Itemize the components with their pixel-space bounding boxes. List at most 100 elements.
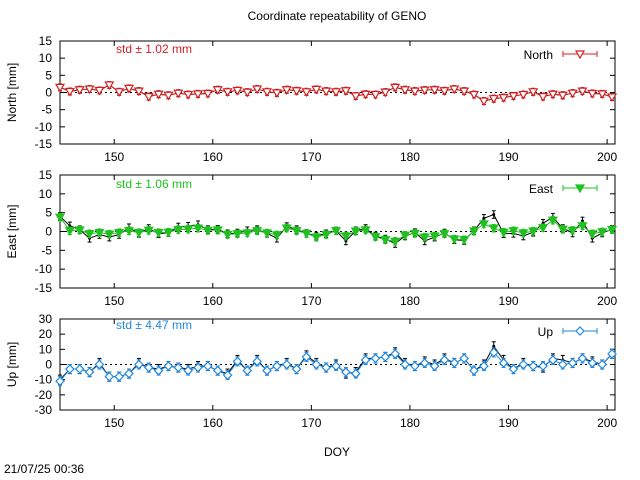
up-point: [410, 361, 420, 371]
north-point: [508, 92, 519, 102]
north-point: [183, 90, 194, 100]
north-point: [390, 83, 401, 93]
up-point: [587, 358, 598, 368]
east-point: [498, 228, 509, 238]
x-tick-label: 200: [597, 150, 617, 164]
y-tick-label: 15: [39, 34, 53, 48]
north-point: [54, 83, 66, 93]
east-point: [114, 229, 125, 238]
east-point: [597, 228, 608, 238]
north-point: [114, 88, 125, 98]
north-point: [557, 91, 568, 101]
y-tick-label: -5: [41, 243, 52, 257]
east-point: [291, 227, 302, 236]
y-tick-label: 10: [39, 51, 53, 65]
east-point: [449, 235, 460, 245]
up-point: [281, 359, 292, 370]
up-point: [380, 352, 391, 362]
east-point: [242, 229, 253, 239]
legend-label: East: [529, 182, 554, 196]
up-point: [508, 364, 519, 374]
north-point: [301, 88, 312, 98]
panel-north: 15 10 5 0 -5 -10 -15 150 160 170 180 190 200 North [m…: [5, 34, 617, 164]
up-point: [212, 365, 223, 376]
up-point: [153, 365, 164, 376]
y-axis-label: East [mm]: [5, 204, 19, 258]
north-point: [528, 88, 539, 98]
east-point: [567, 226, 578, 236]
x-tick-label: 200: [597, 294, 617, 308]
up-point: [548, 355, 558, 365]
north-point: [242, 88, 253, 98]
x-tick-label: 150: [104, 416, 124, 430]
east-point: [557, 225, 568, 235]
north-point: [94, 86, 105, 96]
x-axis-label: DOY: [324, 445, 350, 459]
x-tick-label: 180: [400, 294, 420, 308]
up-point: [94, 359, 105, 370]
x-tick-label: 160: [203, 294, 223, 308]
up-point: [419, 358, 430, 368]
y-tick-label: -20: [35, 388, 53, 402]
north-point: [488, 95, 499, 104]
east-point: [222, 230, 233, 240]
up-point: [577, 353, 588, 364]
east-point: [508, 227, 519, 236]
y-tick-label: 30: [39, 312, 53, 326]
up-point: [84, 367, 95, 377]
y-tick-label: 5: [45, 206, 52, 220]
x-tick-label: 150: [104, 294, 124, 308]
east-point: [261, 229, 273, 239]
north-point: [123, 84, 135, 94]
east-point: [587, 230, 598, 239]
north-point: [321, 87, 332, 97]
north-point: [271, 89, 282, 99]
y-tick-label: 0: [45, 358, 52, 372]
east-point: [311, 233, 322, 243]
up-point: [124, 368, 134, 379]
east-point: [419, 233, 430, 243]
north-point: [449, 85, 460, 95]
east-point: [163, 228, 174, 238]
east-point: [488, 224, 499, 234]
up-point: [341, 367, 351, 377]
north-point: [538, 93, 549, 102]
raw-point: [492, 213, 496, 217]
std-annotation: std ± 4.47 mm: [116, 318, 192, 332]
east-point: [143, 226, 154, 236]
std-annotation: std ± 1.02 mm: [116, 42, 192, 56]
north-point: [399, 86, 411, 95]
east-point: [64, 227, 75, 236]
y-tick-label: -15: [35, 137, 53, 151]
x-tick-label: 190: [499, 150, 519, 164]
up-point: [400, 359, 410, 370]
east-point: [370, 233, 381, 242]
north-point: [380, 88, 391, 98]
x-tick-label: 180: [400, 416, 420, 430]
y-axis-label: North [mm]: [5, 63, 19, 122]
raw-point: [482, 216, 486, 220]
up-point: [479, 361, 489, 371]
north-point: [143, 93, 154, 102]
x-tick-label: 170: [301, 416, 321, 430]
x-tick-label: 180: [400, 150, 420, 164]
east-point: [281, 224, 292, 234]
north-point: [419, 86, 430, 96]
x-tick-label: 170: [301, 294, 321, 308]
east-point: [547, 216, 558, 226]
east-point: [183, 225, 194, 235]
east-point: [577, 222, 588, 232]
north-point: [409, 87, 420, 97]
up-point: [114, 371, 124, 382]
north-point: [252, 85, 263, 95]
legend-marker: [574, 50, 586, 60]
north-point: [212, 86, 223, 95]
up-point: [459, 353, 470, 364]
up-point: [528, 361, 539, 371]
timestamp-footer: 21/07/25 00:36: [4, 462, 85, 476]
up-point: [331, 361, 341, 371]
up-point: [143, 362, 154, 373]
panel-east: 15 10 5 0 -5 -10 -15 150 160 170 180 190 200 East [mm…: [5, 168, 617, 308]
east-point: [390, 237, 401, 247]
up-point: [262, 365, 272, 376]
